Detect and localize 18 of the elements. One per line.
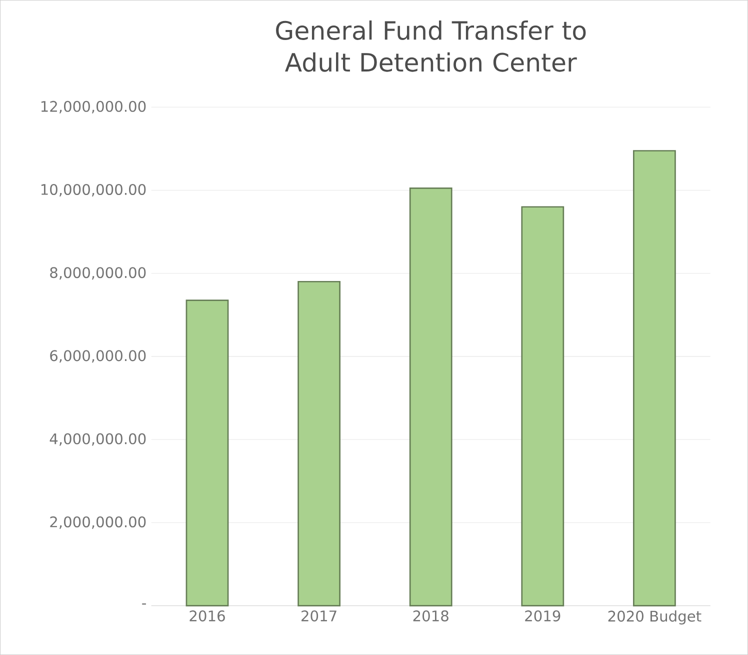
bar bbox=[633, 150, 676, 606]
chart-title: General Fund Transfer to Adult Detention Center bbox=[276, 20, 586, 72]
y-tick-label: 8,000,000.00 bbox=[50, 267, 146, 280]
x-tick-label: 2016 bbox=[190, 610, 225, 622]
x-tick-label: 2017 bbox=[302, 610, 336, 622]
x-tick-label: 2020 Budget bbox=[608, 610, 702, 625]
y-tick-label: - bbox=[142, 603, 146, 605]
x-tick-label: 2019 bbox=[525, 610, 560, 622]
bar bbox=[298, 280, 340, 606]
y-tick-label: 10,000,000.00 bbox=[41, 184, 146, 196]
y-tick-label: 6,000,000.00 bbox=[50, 350, 146, 363]
bar bbox=[409, 187, 452, 606]
y-tick-label: 4,000,000.00 bbox=[50, 433, 146, 446]
x-tick-label: 2018 bbox=[413, 610, 448, 622]
bar bbox=[521, 206, 564, 606]
y-tick-label: 12,000,000.00 bbox=[41, 100, 146, 114]
bar bbox=[186, 300, 229, 606]
y-tick-label: 2,000,000.00 bbox=[50, 516, 146, 529]
